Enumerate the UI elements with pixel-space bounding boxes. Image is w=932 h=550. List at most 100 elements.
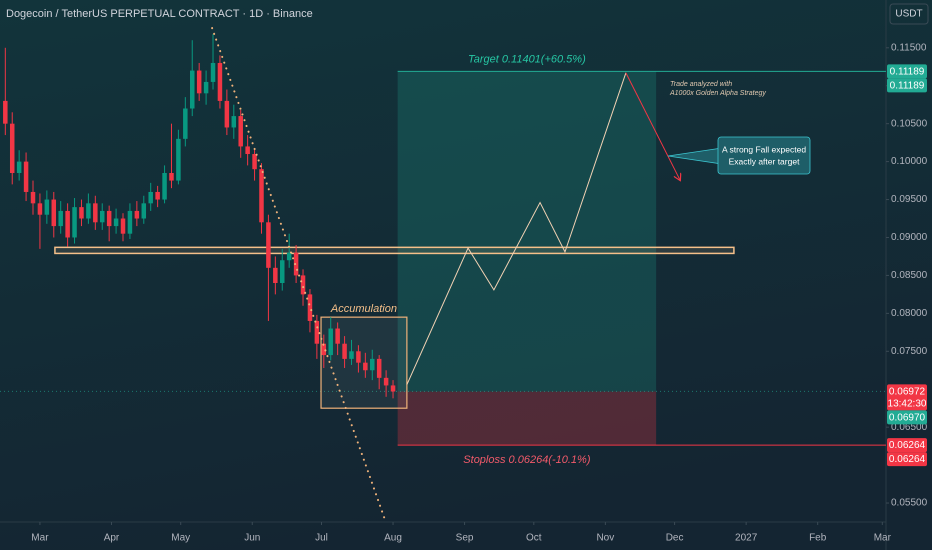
callout-box xyxy=(717,136,811,175)
accumulation-label: Accumulation xyxy=(330,303,397,315)
candle-body xyxy=(376,358,382,378)
candle-body xyxy=(16,161,22,173)
x-tick-label: 2027 xyxy=(735,533,758,544)
callout-text: A strong Fall expected xyxy=(722,144,806,154)
price-tag-label: 0.11189 xyxy=(890,81,925,92)
profit-zone xyxy=(397,71,657,392)
price-tag-label: 0.06970 xyxy=(889,412,926,423)
callout-text: Exactly after target xyxy=(729,156,801,166)
y-tick-label: 0.05500 xyxy=(891,498,928,509)
projection-path xyxy=(406,72,627,385)
candle-body xyxy=(113,218,119,227)
unit-label[interactable]: USDT xyxy=(895,9,922,20)
x-tick-label: Mar xyxy=(874,533,892,544)
fall-arrow xyxy=(625,72,680,180)
resistance-zone xyxy=(54,246,735,255)
x-tick-label: May xyxy=(171,533,190,544)
candle-body xyxy=(266,222,271,268)
loss-zone xyxy=(397,391,657,446)
candle-body xyxy=(162,172,167,200)
candle-body xyxy=(321,343,327,356)
candle-body xyxy=(210,62,216,82)
candle-body xyxy=(390,385,396,392)
candle-body xyxy=(23,161,29,192)
candle-body xyxy=(120,218,126,234)
candle-body xyxy=(203,81,209,94)
candle-body xyxy=(280,260,285,284)
candle-body xyxy=(259,169,264,223)
candle-body xyxy=(37,203,43,215)
y-tick-label: 0.11500 xyxy=(891,42,927,53)
price-tag xyxy=(887,384,927,411)
candle-body xyxy=(293,252,299,276)
candle-body xyxy=(44,199,50,215)
y-tick-label: 0.08500 xyxy=(891,270,928,281)
candle-body xyxy=(93,203,98,223)
price-tag-label: 0.11189 xyxy=(890,67,925,78)
x-tick-label: Apr xyxy=(104,533,120,544)
candle-body xyxy=(383,377,389,386)
candle-body xyxy=(314,320,320,344)
candle-body xyxy=(106,210,112,227)
candle-body xyxy=(349,351,354,359)
candle-body xyxy=(335,328,340,344)
note-text: Trade analyzed with xyxy=(670,81,732,88)
price-tag-countdown: 13:42:30 xyxy=(888,398,927,409)
x-tick-label: Nov xyxy=(596,533,614,544)
candle-body xyxy=(356,351,361,363)
candle-body xyxy=(79,207,84,219)
note-text: A1000x Golden Alpha Strategy xyxy=(669,90,766,97)
price-tag xyxy=(887,78,927,93)
price-tag xyxy=(887,410,927,425)
candle-body xyxy=(3,100,8,124)
x-tick-label: Aug xyxy=(384,533,402,544)
candle-body xyxy=(273,267,278,284)
x-tick-label: Mar xyxy=(31,533,49,544)
y-tick-label: 0.07500 xyxy=(891,346,928,357)
price-tag-label: 0.06264 xyxy=(889,440,926,451)
candle-body xyxy=(141,203,147,219)
candle-body xyxy=(300,275,306,295)
x-tick-label: Dec xyxy=(666,533,684,544)
unit-box[interactable] xyxy=(889,3,929,25)
candle-body xyxy=(148,191,153,204)
candle-body xyxy=(238,116,243,147)
candle-body xyxy=(370,358,375,371)
candle-body xyxy=(307,294,313,321)
candle-body xyxy=(231,116,237,128)
candle-body xyxy=(189,70,195,109)
y-tick-label: 0.09000 xyxy=(891,232,928,243)
y-tick-label: 0.08000 xyxy=(891,308,928,319)
candle-body xyxy=(127,210,133,234)
candle-body xyxy=(176,138,181,181)
candle-body xyxy=(245,146,250,155)
y-tick-label: 0.06500 xyxy=(891,422,928,433)
price-tag xyxy=(887,64,927,79)
x-tick-label: Sep xyxy=(456,533,474,544)
x-tick-label: Oct xyxy=(526,533,542,544)
candle-body xyxy=(72,207,77,238)
candle-body xyxy=(224,100,230,128)
candle-body xyxy=(86,203,91,219)
candle-body xyxy=(51,199,57,227)
y-tick-label: 0.10000 xyxy=(891,156,928,167)
candle-body xyxy=(99,210,105,223)
candle-body xyxy=(286,252,292,261)
price-tag xyxy=(887,438,927,453)
candle-body xyxy=(217,62,223,101)
candle-body xyxy=(9,123,15,173)
x-tick-label: Jul xyxy=(315,533,328,544)
candle-body xyxy=(363,362,368,371)
stop-label: Stoploss 0.06264(-10.1%) xyxy=(463,454,591,466)
candle-body xyxy=(183,108,188,139)
candle-body xyxy=(328,328,333,356)
candle-body xyxy=(196,70,202,94)
candle-body xyxy=(155,191,160,200)
candle-body xyxy=(342,343,347,359)
candle-body xyxy=(134,210,140,219)
candle-body xyxy=(58,210,63,227)
y-tick-label: 0.09500 xyxy=(891,194,928,205)
x-tick-label: Feb xyxy=(809,533,827,544)
